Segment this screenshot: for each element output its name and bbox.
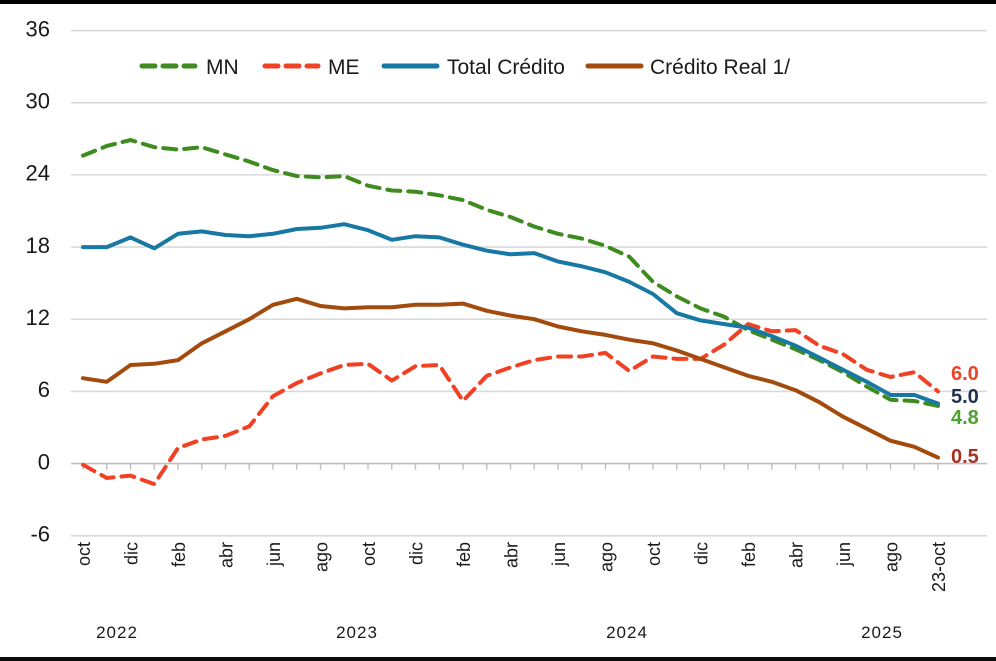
x-axis-tick-label: jun xyxy=(264,542,284,567)
y-axis-tick-label: 12 xyxy=(26,305,50,330)
series-line-cr-dito-real-1 xyxy=(81,296,940,460)
y-axis-tick-label: 6 xyxy=(38,377,50,402)
x-axis-tick-label: abr xyxy=(787,542,807,568)
x-axis-tick-label: oct xyxy=(644,542,664,566)
y-axis-tick-label: 36 xyxy=(26,16,50,41)
legend-item-me: ME xyxy=(262,56,360,79)
y-axis-tick-label: 30 xyxy=(26,89,50,114)
x-axis-tick-label: feb xyxy=(454,542,474,567)
x-axis-tick-label: ago xyxy=(312,542,332,572)
y-axis-tick-label: 0 xyxy=(38,449,50,474)
x-axis-tick-label: abr xyxy=(217,542,237,568)
x-axis-tick-label: ago xyxy=(597,542,617,572)
year-label: 2022 xyxy=(96,623,138,642)
year-label: 2025 xyxy=(861,623,903,642)
bottom-border xyxy=(0,657,996,661)
x-axis-tick-label: ago xyxy=(882,542,902,572)
x-axis-tick-label: abr xyxy=(502,542,522,568)
legend-item-mn: MN xyxy=(139,56,239,79)
x-axis-tick-label: dic xyxy=(692,542,712,565)
y-axis-tick-label: 18 xyxy=(26,233,50,258)
x-axis-tick-label: oct xyxy=(74,542,94,566)
x-axis-tick-label: oct xyxy=(359,542,379,566)
legend-item-cr-dito-real-1: Crédito Real 1/ xyxy=(585,56,790,79)
year-label: 2023 xyxy=(336,623,378,642)
legend-item-total-cr-dito: Total Crédito xyxy=(381,56,565,79)
top-border xyxy=(0,0,996,4)
x-axis-tick-label: 23-oct xyxy=(929,542,949,592)
y-axis-tick-label: 24 xyxy=(26,161,50,186)
x-axis-tick-label: jun xyxy=(549,542,569,567)
series-end-value-label: 6.0 xyxy=(951,363,979,385)
legend-label: ME xyxy=(328,56,360,79)
legend-label: Crédito Real 1/ xyxy=(650,56,790,79)
series-end-value-label: 0.5 xyxy=(951,446,979,468)
series-end-value-label: 5.0 xyxy=(951,386,979,408)
legend-label: MN xyxy=(206,56,239,79)
series-end-value-label: 4.8 xyxy=(951,407,979,429)
x-axis-tick-label: dic xyxy=(407,542,427,565)
x-axis-tick-label: jun xyxy=(834,542,854,567)
year-label: 2024 xyxy=(606,623,648,642)
series-line-me xyxy=(81,322,940,487)
x-axis-tick-label: feb xyxy=(739,542,759,567)
x-axis-tick-label: dic xyxy=(122,542,142,565)
y-axis-tick-label: -6 xyxy=(30,522,50,547)
legend-label: Total Crédito xyxy=(447,56,565,79)
x-axis-tick-label: feb xyxy=(169,542,189,567)
series-line-mn xyxy=(81,138,940,408)
series-line-total-cr-dito xyxy=(81,222,940,406)
